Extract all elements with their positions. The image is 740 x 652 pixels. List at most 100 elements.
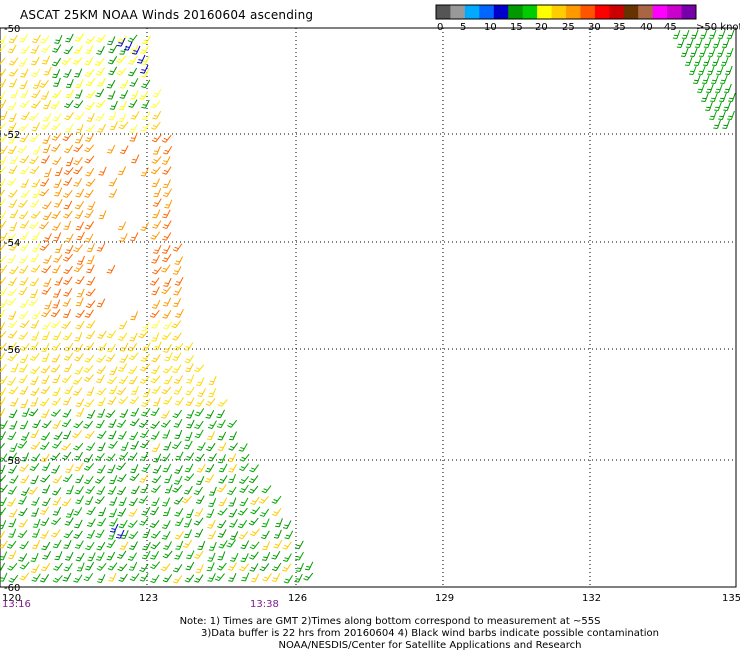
wind-barb	[130, 407, 140, 417]
wind-barb	[41, 90, 50, 100]
wind-barb	[63, 265, 73, 275]
wind-barb	[120, 530, 129, 539]
wind-barb	[228, 508, 238, 518]
wind-barb	[152, 110, 162, 120]
wind-barb	[30, 264, 41, 273]
wind-barb	[83, 374, 94, 382]
wind-barb	[0, 232, 8, 242]
wind-barb	[19, 255, 29, 264]
wind-barb	[61, 451, 72, 460]
wind-barb	[43, 277, 52, 287]
wind-barb	[0, 520, 7, 530]
wind-barb	[699, 29, 708, 39]
wind-barb	[40, 385, 51, 395]
wind-barb	[720, 56, 729, 66]
wind-barb	[74, 89, 83, 99]
wind-barb	[151, 332, 160, 342]
wind-barb	[19, 320, 30, 329]
wind-barb	[19, 166, 30, 175]
wind-barb	[87, 201, 96, 211]
wind-barb	[139, 452, 149, 461]
wind-barb	[132, 45, 141, 55]
wind-barb	[127, 552, 137, 561]
wind-barb	[117, 473, 127, 483]
wind-barb	[182, 539, 193, 548]
wind-barb	[74, 451, 83, 461]
wind-barb	[0, 145, 8, 154]
wind-barb	[273, 539, 283, 549]
wind-barb	[63, 530, 74, 539]
wind-barb	[271, 507, 282, 517]
time-label-start: 13:16	[2, 599, 31, 610]
wind-barb	[207, 431, 215, 441]
wind-barb	[54, 276, 63, 286]
legend-swatch	[493, 5, 509, 19]
wind-barb	[172, 332, 182, 341]
wind-barb	[282, 541, 292, 550]
wind-barb	[0, 321, 5, 331]
wind-barb	[205, 464, 215, 473]
wind-barb	[725, 47, 734, 57]
wind-barb	[194, 408, 205, 417]
wind-barb	[30, 441, 41, 450]
wind-barb	[51, 529, 61, 538]
wind-barb	[17, 530, 28, 538]
wind-barb	[151, 497, 160, 507]
wind-barb	[713, 119, 721, 129]
wind-barb	[32, 419, 41, 429]
wind-barb	[184, 431, 193, 442]
wind-barb	[0, 35, 7, 45]
wind-barb	[149, 309, 160, 318]
wind-barb	[95, 67, 105, 76]
wind-barb	[204, 474, 215, 483]
wind-barb	[141, 550, 151, 560]
wind-barb	[722, 119, 730, 129]
wind-barb	[75, 309, 85, 318]
wind-barb	[65, 464, 74, 474]
wind-barb	[31, 89, 41, 99]
wind-barb	[8, 134, 17, 144]
wind-barb	[74, 210, 84, 219]
wind-barb	[62, 332, 73, 341]
lat-label: -52	[4, 130, 20, 141]
wind-barb	[207, 552, 216, 562]
wind-barb	[8, 310, 17, 320]
wind-barb	[17, 145, 28, 154]
wind-barb	[0, 210, 7, 220]
wind-barb	[694, 38, 703, 48]
wind-barb	[8, 78, 18, 88]
wind-barb	[0, 507, 7, 516]
wind-barb	[19, 540, 29, 550]
wind-barb	[194, 508, 204, 517]
wind-barb	[85, 101, 95, 110]
wind-barb	[131, 154, 140, 164]
wind-barb	[218, 463, 228, 473]
wind-barb	[150, 541, 161, 550]
wind-barb	[207, 573, 216, 582]
wind-barb	[30, 253, 39, 263]
wind-barb	[42, 134, 51, 144]
wind-barb	[227, 486, 237, 496]
wind-barb	[39, 243, 50, 251]
wind-barb	[118, 519, 128, 529]
wind-barb	[239, 563, 249, 572]
wind-barb	[160, 419, 171, 428]
wind-barb	[7, 431, 17, 441]
wind-barb	[52, 113, 62, 122]
wind-barb	[688, 65, 697, 75]
wind-barb	[712, 38, 721, 48]
wind-barb	[85, 36, 96, 44]
wind-barb	[94, 57, 105, 67]
legend-swatch	[508, 5, 524, 19]
wind-barb	[150, 100, 161, 109]
wind-barb	[164, 352, 173, 362]
wind-barb	[75, 188, 85, 198]
legend-border	[435, 4, 697, 20]
wind-barb	[63, 167, 74, 175]
wind-barb	[86, 518, 96, 527]
wind-barb	[0, 453, 8, 462]
wind-barb	[106, 264, 116, 274]
wind-barb	[128, 508, 138, 517]
wind-barb	[41, 343, 50, 353]
wind-barb	[97, 408, 106, 418]
